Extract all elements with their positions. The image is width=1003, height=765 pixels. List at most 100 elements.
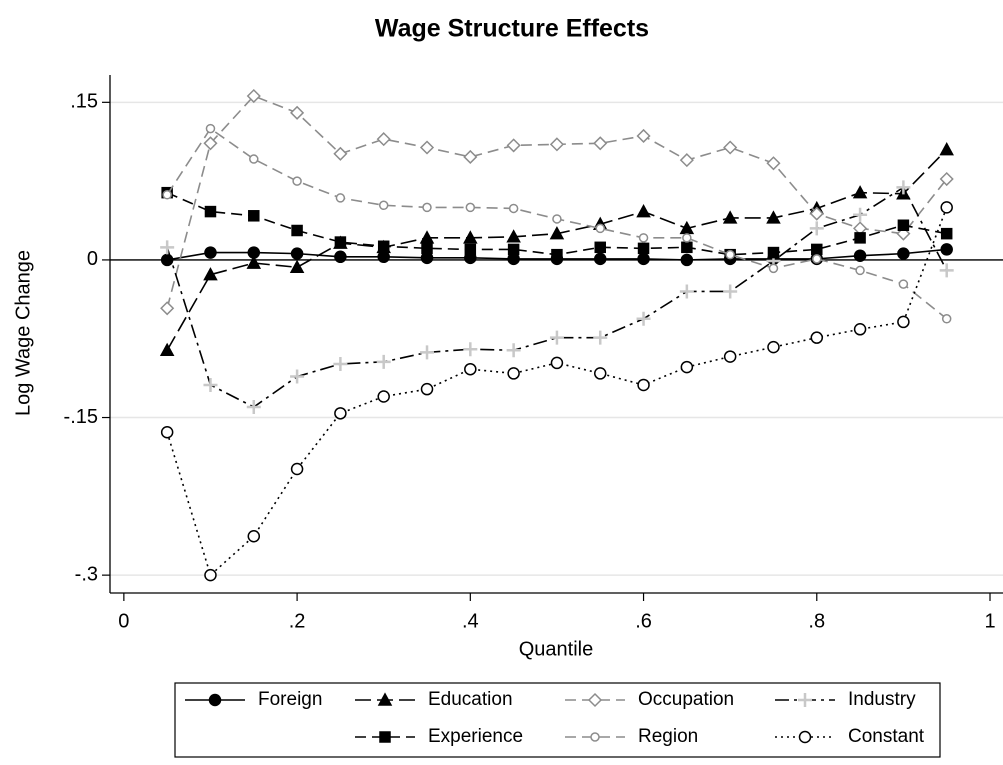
marker (463, 149, 478, 165)
x-tick-label: .8 (808, 610, 825, 632)
marker (465, 202, 476, 213)
legend-item: Education (355, 689, 513, 710)
marker (896, 180, 911, 195)
marker (898, 279, 909, 289)
marker (593, 367, 607, 380)
marker (809, 206, 824, 221)
marker (463, 342, 478, 357)
marker (333, 356, 348, 371)
marker (335, 193, 346, 203)
marker (594, 241, 606, 254)
legend-marker (377, 692, 393, 706)
marker (549, 226, 565, 240)
chart-title: Wage Structure Effects (375, 15, 649, 43)
marker (638, 233, 649, 243)
x-tick-label: .2 (289, 610, 306, 632)
marker (723, 284, 738, 299)
marker (723, 350, 737, 363)
marker (550, 356, 564, 370)
marker (939, 263, 954, 278)
marker (246, 400, 261, 415)
marker (506, 229, 521, 243)
marker (203, 267, 218, 281)
marker (637, 252, 650, 266)
marker (766, 156, 781, 171)
y-tick-label: .15 (70, 91, 98, 113)
marker (681, 241, 693, 254)
marker (506, 343, 521, 358)
marker (811, 243, 823, 256)
legend-label: Education (428, 689, 513, 710)
marker (593, 252, 607, 266)
marker (853, 207, 868, 222)
marker (159, 342, 175, 357)
legend-item: Industry (775, 689, 916, 710)
marker (812, 254, 822, 264)
y-tick-label: 0 (87, 248, 98, 270)
marker (377, 390, 390, 403)
marker (767, 340, 780, 354)
marker (160, 240, 175, 255)
marker (637, 378, 650, 392)
marker (248, 210, 260, 222)
marker (853, 249, 867, 262)
marker (203, 136, 218, 151)
legend-marker (208, 693, 222, 707)
marker (768, 263, 779, 274)
legend-item: Constant (775, 726, 925, 747)
marker (464, 362, 477, 376)
marker (725, 249, 735, 260)
marker (422, 202, 432, 213)
marker (723, 140, 738, 155)
marker (767, 246, 780, 259)
marker (421, 242, 433, 255)
marker (162, 190, 172, 200)
marker (204, 568, 217, 582)
marker (246, 255, 262, 269)
legend-item: Experience (355, 726, 523, 747)
marker (246, 88, 261, 104)
marker (464, 243, 477, 256)
marker (941, 314, 952, 324)
marker (203, 377, 218, 392)
legend-item: Occupation (565, 689, 734, 710)
y-tick-label: -.3 (75, 563, 98, 585)
marker (247, 530, 261, 543)
marker (940, 243, 953, 256)
marker (680, 253, 694, 267)
x-tick-label: .6 (635, 610, 652, 632)
marker (897, 315, 910, 329)
marker (939, 171, 954, 187)
marker (636, 311, 651, 326)
marker (506, 138, 521, 153)
marker (722, 210, 738, 224)
legend-label: Occupation (638, 689, 734, 710)
marker (376, 354, 391, 369)
marker (682, 233, 692, 243)
marker (334, 250, 347, 264)
marker (291, 224, 303, 237)
x-tick-label: 0 (118, 610, 129, 632)
marker (766, 210, 781, 224)
marker (855, 265, 865, 276)
marker (809, 221, 824, 236)
marker (249, 154, 259, 164)
legend-label: Experience (428, 726, 523, 747)
marker (939, 142, 954, 156)
marker (378, 200, 389, 211)
x-tick-label: 1 (984, 610, 995, 632)
legend-box (174, 682, 941, 758)
marker (377, 240, 390, 253)
marker (940, 201, 953, 214)
marker (289, 259, 305, 274)
x-tick-label: .4 (462, 610, 479, 632)
marker (376, 132, 391, 147)
legend-label: Industry (848, 689, 916, 710)
marker (290, 369, 305, 384)
marker (551, 248, 563, 261)
marker (507, 243, 520, 256)
legend-item: Region (565, 726, 698, 747)
marker (508, 203, 519, 214)
y-tick-label: -.15 (64, 406, 98, 428)
